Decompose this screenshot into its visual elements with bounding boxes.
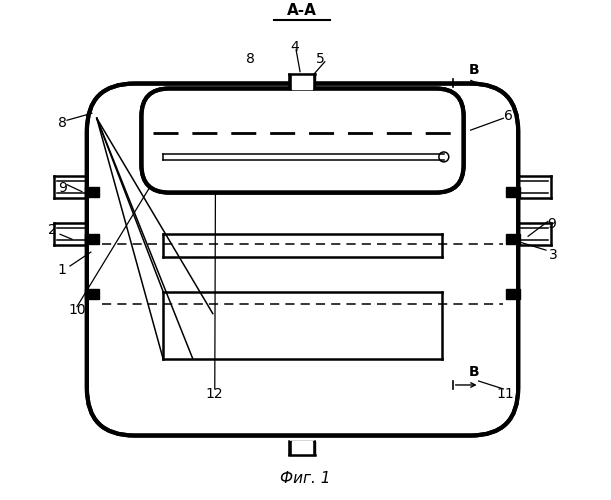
Text: 9: 9 [547, 218, 557, 232]
Text: В: В [469, 62, 480, 76]
Text: 8: 8 [57, 116, 67, 130]
Text: 1: 1 [57, 263, 67, 277]
Bar [85, 289, 99, 298]
Text: 11: 11 [496, 387, 514, 401]
Text: 10: 10 [68, 302, 86, 316]
FancyBboxPatch shape [87, 84, 518, 436]
Bar [292, 440, 312, 456]
Text: В: В [469, 365, 480, 379]
Bar [85, 186, 99, 196]
Text: 3: 3 [549, 248, 557, 262]
Text: 5: 5 [315, 52, 324, 66]
Text: А-А: А-А [287, 3, 317, 18]
Text: 6: 6 [504, 110, 513, 124]
Bar [289, 74, 315, 88]
Bar [292, 74, 312, 88]
Text: Фиг. 1: Фиг. 1 [280, 470, 331, 486]
Text: 12: 12 [205, 387, 222, 401]
Bar [507, 289, 520, 298]
Text: 9: 9 [57, 180, 67, 194]
Bar [507, 234, 520, 244]
Bar [507, 186, 520, 196]
Bar [289, 440, 315, 456]
Text: 8: 8 [246, 52, 255, 66]
Bar [85, 234, 99, 244]
Text: 2: 2 [48, 224, 57, 237]
FancyBboxPatch shape [141, 88, 464, 192]
Text: 4: 4 [291, 40, 299, 54]
